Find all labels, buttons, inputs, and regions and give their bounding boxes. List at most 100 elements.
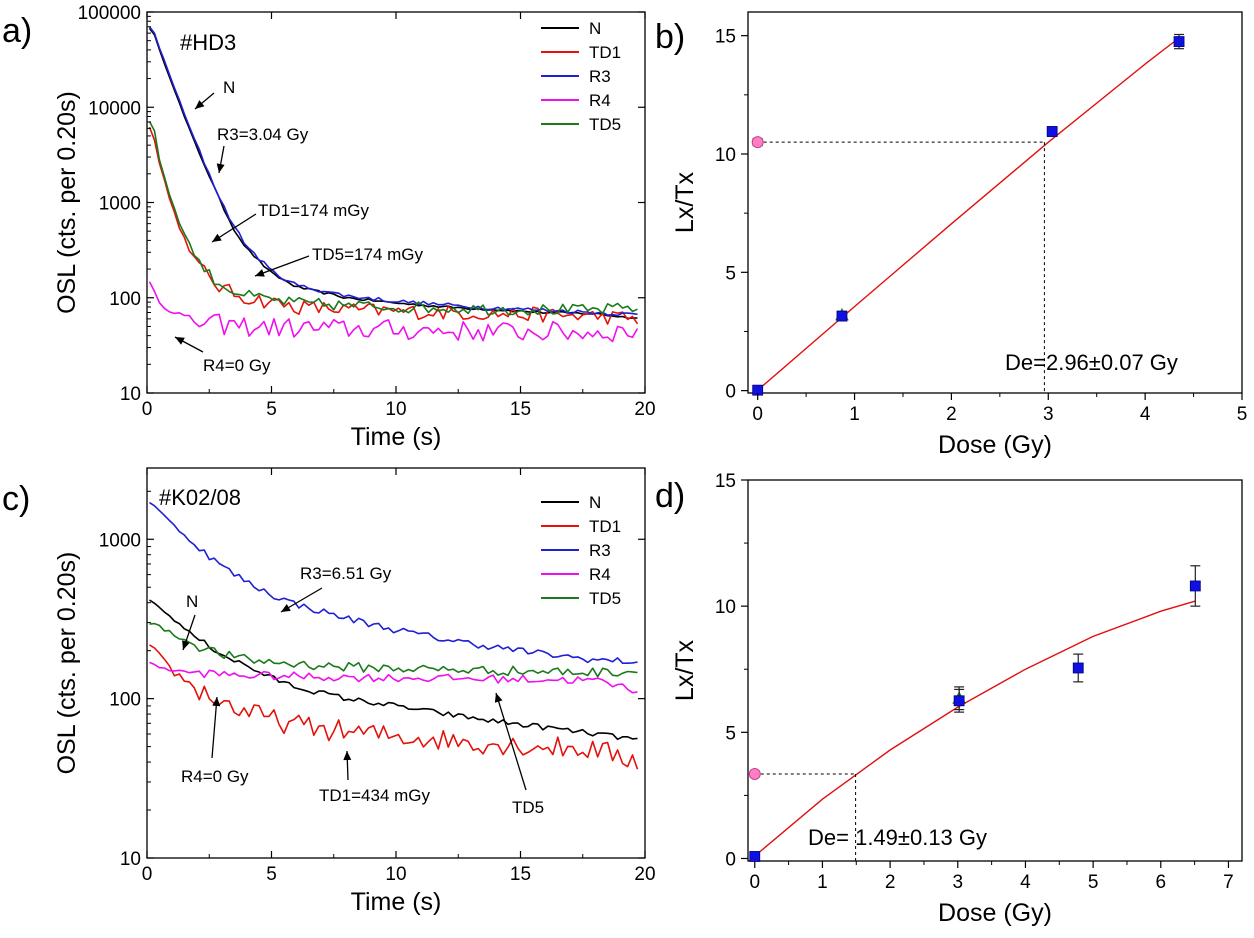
x-tick-label: 4: [1140, 404, 1151, 425]
legend-label: TD1: [589, 43, 621, 62]
legend-label: TD5: [589, 589, 621, 608]
regeneration-point: [1173, 36, 1185, 47]
y-tick-label: 1000: [99, 194, 141, 215]
panel-label: c): [2, 480, 30, 518]
x-tick-label: 10: [385, 864, 406, 885]
annotation-label: TD1=434 mGy: [319, 786, 431, 805]
x-tick-label: 1: [849, 404, 860, 425]
series-line-r4: [149, 661, 638, 694]
annotation-arrow-head: [212, 697, 221, 707]
annotation-label: R3=3.04 Gy: [217, 125, 309, 144]
y-tick-label: 100: [109, 289, 141, 310]
regeneration-point: [749, 851, 761, 862]
regeneration-point: [953, 695, 965, 707]
y-tick-label: 15: [715, 471, 736, 492]
y-tick-label: 5: [725, 263, 736, 284]
series-line-td1: [149, 644, 639, 770]
series-line-td5: [149, 622, 638, 678]
x-tick-label: 5: [266, 399, 277, 420]
series-line-r3: [148, 26, 638, 317]
panel-label: d): [655, 477, 685, 515]
annotation-arrow-head: [255, 269, 265, 277]
x-tick-label: 0: [142, 399, 153, 420]
annotation-label: R3=6.51 Gy: [300, 564, 392, 583]
y-tick-label: 10: [120, 849, 141, 870]
series-line-n: [148, 27, 638, 320]
x-tick-label: 15: [510, 399, 531, 420]
annotation-arrow-head: [212, 233, 222, 242]
annotation-label: N: [186, 592, 198, 611]
x-tick-label: 10: [385, 399, 406, 420]
regeneration-point: [1072, 662, 1084, 674]
y-tick-label: 1000: [99, 530, 141, 551]
x-tick-label: 3: [1043, 404, 1054, 425]
legend-label: R4: [589, 565, 611, 584]
x-tick-label: 0: [749, 872, 760, 893]
series-line-td1: [148, 126, 639, 325]
x-tick-label: 20: [634, 399, 655, 420]
x-tick-label: 2: [885, 872, 896, 893]
plot-frame: [747, 479, 1243, 862]
regeneration-point: [1189, 580, 1201, 592]
annotation-arrow-head: [195, 100, 205, 109]
annotation-arrow: [211, 696, 218, 759]
annotation-arrow-head: [281, 604, 291, 612]
x-tick-label: 20: [634, 864, 655, 885]
annotation-arrow-head: [182, 640, 190, 650]
y-tick-label: 10: [120, 384, 141, 405]
equivalent-dose-label: De= 1.49±0.13 Gy: [808, 825, 987, 850]
panel-label: a): [2, 12, 32, 50]
fit-curve: [754, 600, 1196, 857]
y-tick-label: 10: [715, 597, 736, 618]
x-axis-title: Time (s): [351, 888, 442, 916]
x-tick-label: 5: [1237, 404, 1248, 425]
sample-id: #HD3: [180, 30, 236, 55]
x-tick-label: 3: [952, 872, 963, 893]
annotation-label: R4=0 Gy: [181, 767, 249, 786]
series-line-r3: [149, 501, 638, 665]
natural-signal-point: [751, 136, 764, 149]
annotation-label: N: [223, 78, 235, 97]
x-tick-label: 7: [1223, 872, 1234, 893]
x-tick-label: 5: [266, 864, 277, 885]
y-axis-title: Lx/Tx: [671, 639, 699, 701]
y-tick-label: 15: [715, 27, 736, 48]
y-tick-label: 0: [725, 382, 736, 403]
series-line-n: [149, 599, 638, 741]
panel-label: b): [655, 18, 685, 56]
x-tick-label: 1: [817, 872, 828, 893]
x-axis-title: Dose (Gy): [938, 899, 1052, 927]
fit-curve: [757, 37, 1180, 391]
y-axis-title: OSL (cts. per 0.20s): [53, 552, 81, 775]
annotation-arrow-head: [175, 337, 185, 345]
series-line-r4: [148, 281, 639, 343]
sample-id: #K02/08: [159, 485, 241, 510]
annotation-label: R4=0 Gy: [203, 356, 271, 375]
regeneration-point: [1046, 126, 1058, 137]
series-line-td5: [148, 121, 638, 316]
equivalent-dose-label: De=2.96±0.07 Gy: [1005, 350, 1178, 375]
x-tick-label: 2: [946, 404, 957, 425]
x-tick-label: 4: [1020, 872, 1031, 893]
natural-signal-point: [748, 767, 761, 780]
legend-label: R3: [589, 67, 611, 86]
annotation-arrow-head: [216, 163, 225, 173]
annotation-arrow: [254, 255, 310, 277]
y-tick-label: 5: [725, 723, 736, 744]
annotation-arrow-head: [494, 693, 503, 703]
annotation-label: TD5: [512, 798, 544, 817]
legend-label: R4: [589, 91, 611, 110]
x-tick-label: 6: [1156, 872, 1167, 893]
annotation-arrow-head: [343, 751, 352, 761]
y-tick-label: 100000: [78, 3, 141, 24]
x-tick-label: 0: [142, 864, 153, 885]
y-axis-title: OSL (cts. per 0.20s): [53, 91, 81, 314]
x-axis-title: Dose (Gy): [938, 431, 1052, 459]
y-tick-label: 0: [725, 849, 736, 870]
y-tick-label: 100: [109, 690, 141, 711]
regeneration-point: [836, 310, 848, 322]
annotation-label: TD5=174 mGy: [312, 245, 424, 264]
legend-label: N: [589, 19, 601, 38]
